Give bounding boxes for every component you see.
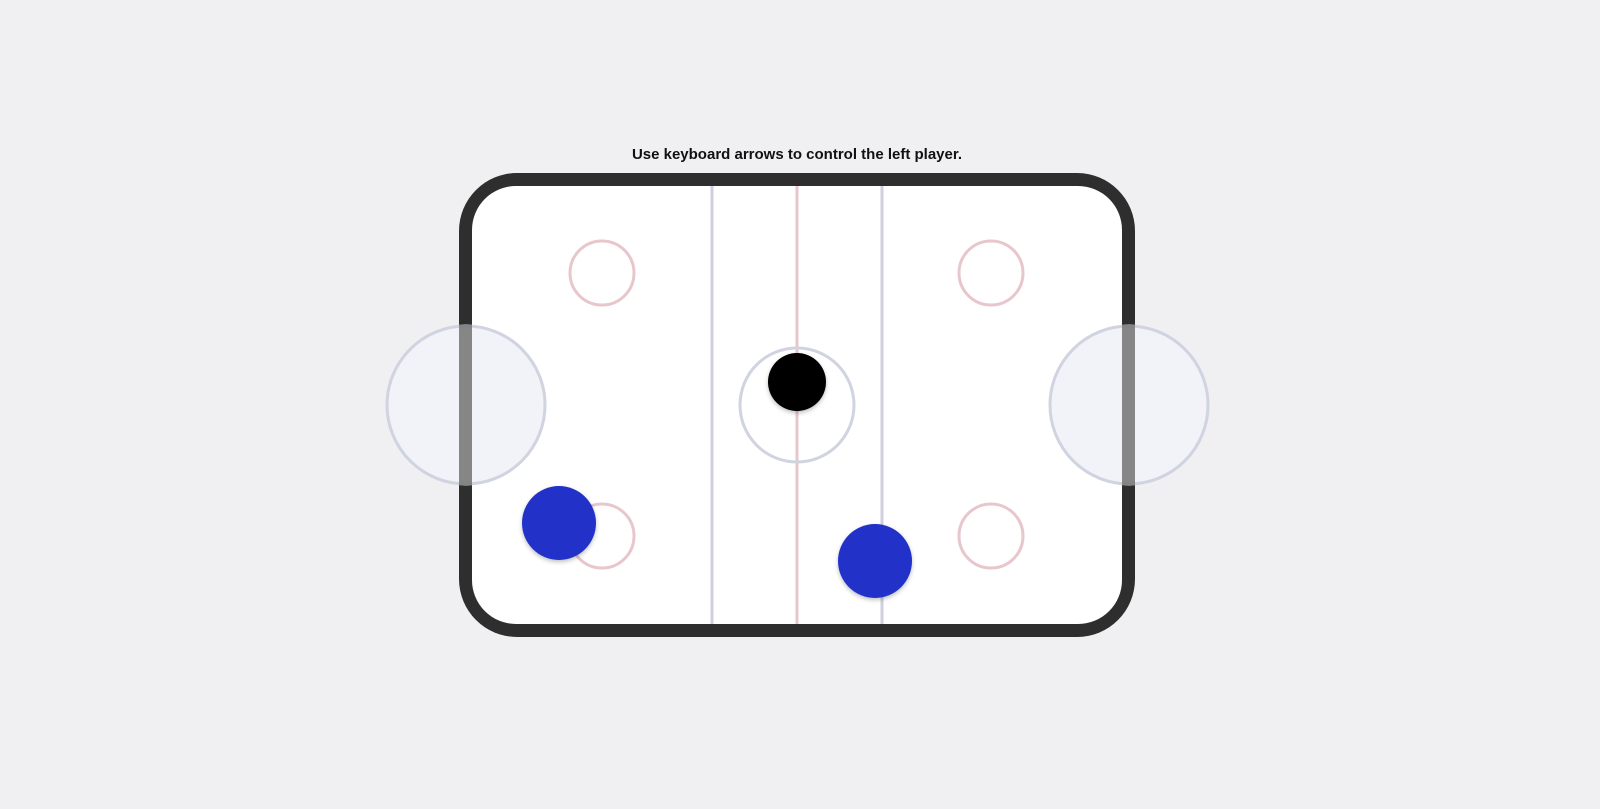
right-player (838, 524, 912, 598)
left-goal (459, 325, 472, 485)
faceoff-circle-top-right (957, 239, 1025, 307)
left-player[interactable] (522, 486, 596, 560)
puck (768, 353, 826, 411)
right-goal (1122, 325, 1135, 485)
faceoff-circle-bottom-right (957, 502, 1025, 570)
instruction-text: Use keyboard arrows to control the left … (631, 146, 963, 163)
faceoff-circle-top-left (568, 239, 636, 307)
center-faceoff-circle (738, 346, 856, 464)
